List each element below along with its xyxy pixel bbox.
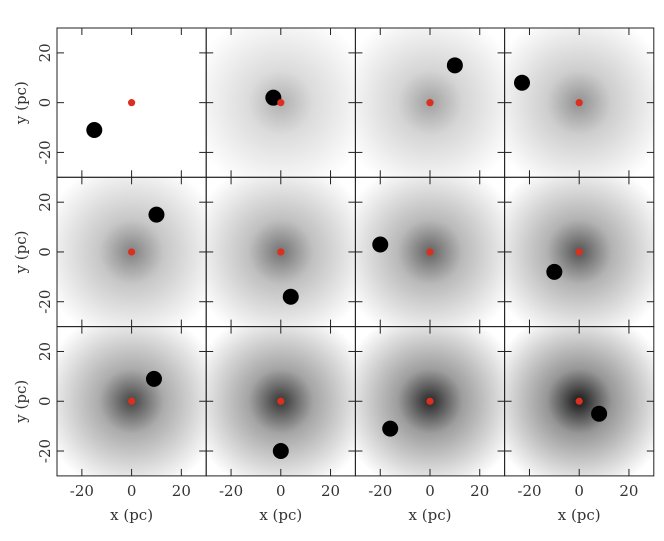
star-cluster xyxy=(514,74,531,91)
y-tick-label: -20 xyxy=(36,140,54,164)
halo xyxy=(504,177,654,327)
panel-area xyxy=(206,28,356,178)
panel xyxy=(504,27,655,178)
x-tick-label: 20 xyxy=(619,482,638,500)
panel: -20 0 20 x (pc) xyxy=(205,326,356,524)
center-point xyxy=(426,397,434,405)
x-tick-label: 0 xyxy=(574,482,584,500)
x-tick-label: -20 xyxy=(517,482,541,500)
star-cluster xyxy=(86,122,103,139)
panel-area xyxy=(206,326,356,476)
halo xyxy=(504,28,654,178)
y-tick-label: -20 xyxy=(36,439,54,463)
halo xyxy=(504,326,654,476)
panel: -20 0 20 x (pc) xyxy=(504,326,655,524)
center-point xyxy=(575,397,583,405)
panel: -20 0 20 x (pc) xyxy=(354,326,506,524)
star-cluster xyxy=(546,263,563,280)
panel: -20 0 20 y (pc) xyxy=(12,27,207,178)
center-point xyxy=(128,397,136,405)
y-tick-label: 20 xyxy=(36,43,54,62)
star-cluster xyxy=(282,288,299,305)
center-point xyxy=(277,248,285,256)
star-cluster xyxy=(272,443,289,460)
x-axis-label: x (pc) xyxy=(409,506,452,524)
panel-area xyxy=(504,177,654,327)
x-tick-label: 0 xyxy=(425,482,435,500)
y-tick-label: -20 xyxy=(36,290,54,314)
center-point xyxy=(426,248,434,256)
panel-area xyxy=(355,28,505,178)
center-point xyxy=(128,99,136,107)
panel-area xyxy=(355,326,505,476)
panel xyxy=(205,27,356,178)
x-tick-label: -20 xyxy=(219,482,243,500)
panel-area xyxy=(355,177,505,327)
star-cluster xyxy=(145,370,162,387)
star-cluster xyxy=(591,405,608,422)
x-axis-label: x (pc) xyxy=(558,506,601,524)
star-cluster xyxy=(382,420,399,437)
panel xyxy=(205,176,356,328)
y-tick-label: 20 xyxy=(36,342,54,361)
panel: -20 0 20 y (pc) xyxy=(12,176,207,328)
center-point xyxy=(426,99,434,107)
x-tick-label: 20 xyxy=(321,482,340,500)
panel xyxy=(354,27,506,178)
panel-area xyxy=(57,177,207,327)
panel-area xyxy=(86,99,136,139)
center-point xyxy=(277,397,285,405)
panel xyxy=(504,176,655,328)
x-tick-label: -20 xyxy=(368,482,392,500)
y-axis-label: y (pc) xyxy=(12,230,30,274)
panel-area xyxy=(504,28,654,178)
panel-area xyxy=(206,177,356,327)
panel: -20 0 20 -20 0 20 x (pc) y (pc) xyxy=(12,326,207,524)
y-axis-label: y (pc) xyxy=(12,380,30,424)
star-cluster xyxy=(446,57,463,74)
x-axis-label: x (pc) xyxy=(110,506,153,524)
x-tick-label: 0 xyxy=(276,482,286,500)
star-cluster xyxy=(148,206,165,223)
y-axis-label: y (pc) xyxy=(12,81,30,125)
center-point xyxy=(277,99,285,107)
panel xyxy=(354,176,506,328)
panel-area xyxy=(504,326,654,476)
x-tick-label: 20 xyxy=(172,482,191,500)
y-tick-label: 0 xyxy=(36,98,54,108)
y-tick-label: 0 xyxy=(36,247,54,257)
y-tick-label: 0 xyxy=(36,396,54,406)
center-point xyxy=(575,248,583,256)
x-tick-label: 20 xyxy=(470,482,489,500)
star-cluster xyxy=(372,236,389,253)
y-tick-label: 20 xyxy=(36,193,54,212)
panel-area xyxy=(57,326,207,476)
x-tick-label: 0 xyxy=(127,482,137,500)
x-tick-label: -20 xyxy=(70,482,94,500)
x-axis-label: x (pc) xyxy=(259,506,302,524)
center-point xyxy=(128,248,136,256)
center-point xyxy=(575,99,583,107)
